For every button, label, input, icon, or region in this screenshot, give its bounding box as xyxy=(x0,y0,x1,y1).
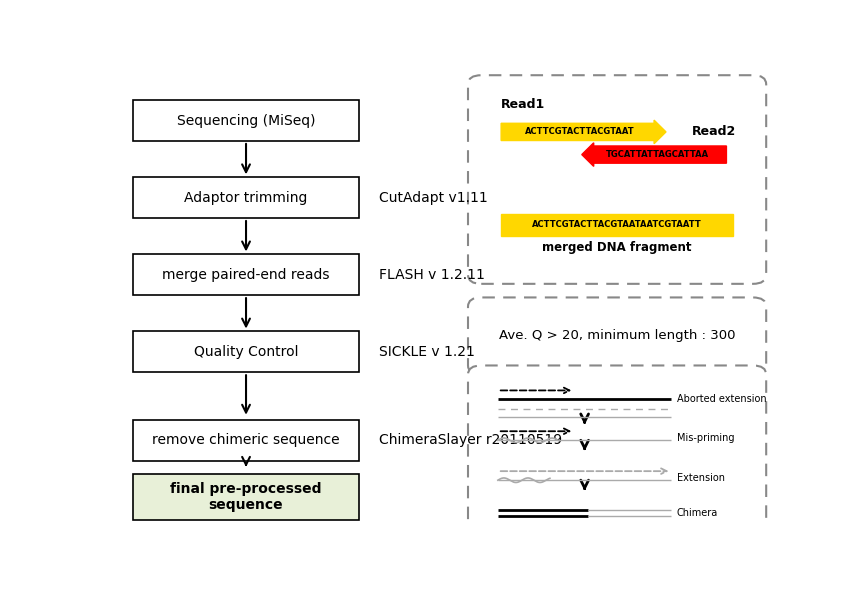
Text: Ave. Q > 20, minimum length : 300: Ave. Q > 20, minimum length : 300 xyxy=(498,329,735,342)
Text: merge paired-end reads: merge paired-end reads xyxy=(162,268,330,282)
Text: Extension: Extension xyxy=(677,473,725,483)
FancyBboxPatch shape xyxy=(133,332,359,372)
Text: Mis-priming: Mis-priming xyxy=(677,433,734,443)
FancyBboxPatch shape xyxy=(133,474,359,519)
Text: TGCATTATTAGCATTAA: TGCATTATTAGCATTAA xyxy=(606,150,709,159)
FancyBboxPatch shape xyxy=(133,100,359,141)
Text: ACTTCGTACTTACGTAAT: ACTTCGTACTTACGTAAT xyxy=(526,127,635,137)
Text: FLASH v 1.2.11: FLASH v 1.2.11 xyxy=(379,268,485,282)
FancyBboxPatch shape xyxy=(468,75,766,284)
Text: Aborted extension: Aborted extension xyxy=(677,395,766,405)
Text: Sequencing (MiSeq): Sequencing (MiSeq) xyxy=(177,114,315,128)
FancyBboxPatch shape xyxy=(133,177,359,218)
Text: remove chimeric sequence: remove chimeric sequence xyxy=(152,434,339,447)
Bar xyxy=(501,214,733,236)
FancyBboxPatch shape xyxy=(133,420,359,461)
FancyBboxPatch shape xyxy=(468,297,766,375)
Text: Chimera: Chimera xyxy=(677,508,718,518)
Text: Adaptor trimming: Adaptor trimming xyxy=(185,191,308,204)
FancyBboxPatch shape xyxy=(468,365,766,529)
FancyArrow shape xyxy=(581,143,727,166)
Text: ACTTCGTACTTACGTAATAATCGTAATT: ACTTCGTACTTACGTAATAATCGTAATT xyxy=(532,220,702,229)
Text: final pre-processed
sequence: final pre-processed sequence xyxy=(170,482,321,512)
Text: Read2: Read2 xyxy=(692,125,736,138)
FancyArrow shape xyxy=(501,120,666,144)
Text: ChimeraSlayer r20110519: ChimeraSlayer r20110519 xyxy=(379,434,562,447)
Text: Quality Control: Quality Control xyxy=(194,345,298,359)
FancyBboxPatch shape xyxy=(133,254,359,295)
Text: CutAdapt v1.11: CutAdapt v1.11 xyxy=(379,191,487,204)
Text: merged DNA fragment: merged DNA fragment xyxy=(542,240,692,254)
Text: SICKLE v 1.21: SICKLE v 1.21 xyxy=(379,345,475,359)
Text: Read1: Read1 xyxy=(501,98,545,111)
